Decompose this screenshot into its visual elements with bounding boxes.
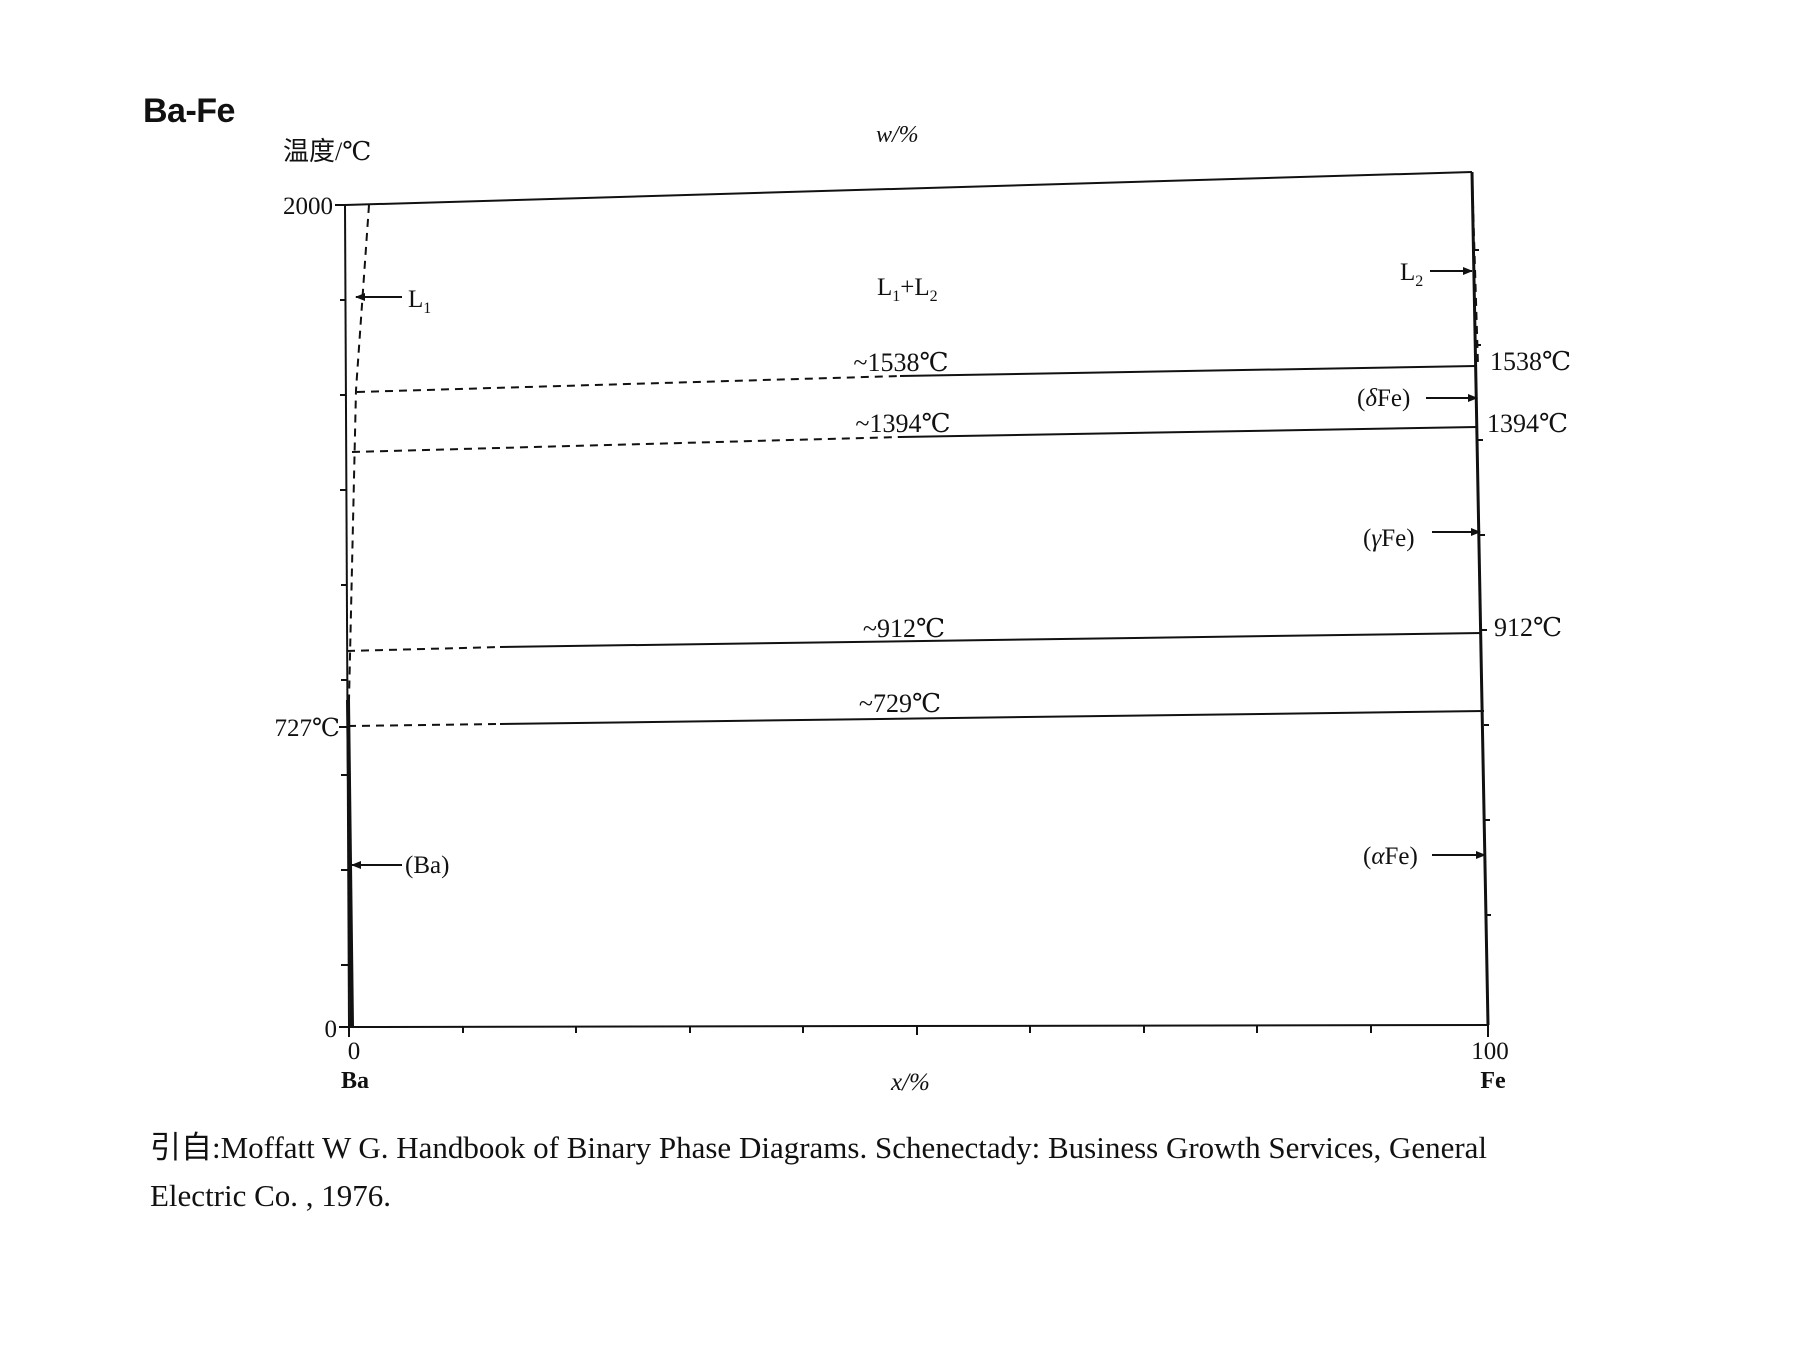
l1-liquidus-boundary xyxy=(348,204,370,701)
bottom-axis xyxy=(348,1024,1489,1028)
top-axis xyxy=(344,171,1473,206)
x-axis-label: x/% xyxy=(890,1069,930,1096)
l1-label: L1 xyxy=(408,286,431,317)
isotherm-1394 xyxy=(351,426,1478,453)
diagram-title: Ba-Fe xyxy=(143,92,235,130)
l2-label: L2 xyxy=(1400,259,1423,290)
y-axis-label: 温度/℃ xyxy=(283,137,371,166)
isotherm-729 xyxy=(347,710,1485,727)
source-caption: 引自:Moffatt W G. Handbook of Binary Phase… xyxy=(150,1124,1750,1220)
ba-side-boundary xyxy=(346,699,354,1028)
alpha-fe-label: (αFe) xyxy=(1363,843,1418,870)
element-label-fe: Fe xyxy=(1480,1068,1506,1094)
right-axis-ticks xyxy=(1474,249,1491,916)
top-axis-label: w/% xyxy=(876,122,919,148)
isotherm-912 xyxy=(346,632,1483,652)
x-axis-ticks xyxy=(348,1025,1489,1037)
l2-liquidus-boundary xyxy=(1471,171,1479,366)
caption-line-2: Electric Co. , 1976. xyxy=(150,1178,392,1213)
caption-line-1: 引自:Moffatt W G. Handbook of Binary Phase… xyxy=(150,1130,1488,1165)
gamma-fe-label: (γFe) xyxy=(1363,525,1415,552)
x-tick-0: 0 xyxy=(348,1038,361,1065)
fe-transition-label-1538: 1538℃ xyxy=(1490,347,1571,376)
y-tick-727: 727℃ xyxy=(275,715,340,742)
ba-phase-label: (Ba) xyxy=(405,852,449,879)
isotherm-label-1394: ~1394℃ xyxy=(855,409,950,438)
fe-side-boundary xyxy=(1470,171,1490,1026)
y-tick-0: 0 xyxy=(325,1016,338,1043)
delta-fe-label: (δFe) xyxy=(1357,385,1410,412)
isotherm-1538 xyxy=(356,365,1477,393)
isotherm-label-729: ~729℃ xyxy=(859,689,941,718)
x-tick-100: 100 xyxy=(1471,1038,1509,1065)
y-axis-ticks xyxy=(335,204,349,1028)
y-tick-2000: 2000 xyxy=(283,193,333,220)
element-label-ba: Ba xyxy=(341,1068,369,1094)
left-axis xyxy=(344,204,350,1028)
isotherm-label-912: ~912℃ xyxy=(863,614,945,643)
isotherm-label-1538: ~1538℃ xyxy=(853,348,948,377)
liquid-miscibility-gap-label: L1+L2 xyxy=(877,274,938,305)
fe-transition-label-1394: 1394℃ xyxy=(1487,409,1568,438)
fe-transition-label-912: 912℃ xyxy=(1494,613,1562,642)
